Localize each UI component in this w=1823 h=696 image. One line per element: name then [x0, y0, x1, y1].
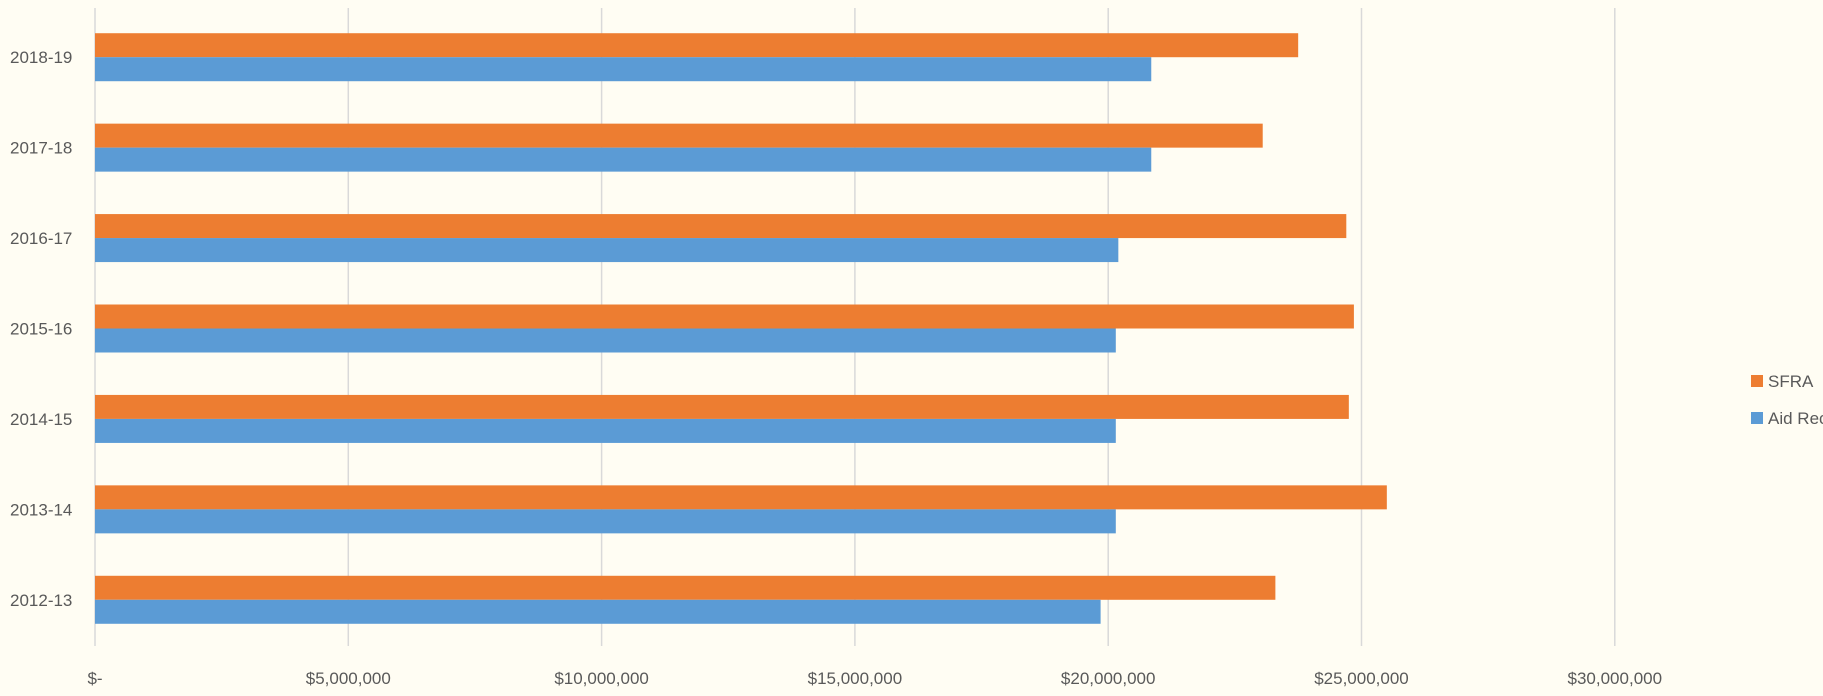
x-tick-label: $20,000,000	[1061, 669, 1156, 688]
y-category-label: 2017-18	[10, 139, 72, 158]
y-category-label: 2012-13	[10, 591, 72, 610]
bar-sfra-2018-19	[95, 33, 1299, 58]
bar-aid-received-2012-13	[95, 599, 1101, 624]
bar-sfra-2016-17	[95, 214, 1347, 239]
legend-item-sfra[interactable]: SFRA	[1751, 372, 1814, 391]
bar-sfra-2012-13	[95, 575, 1276, 600]
bar-aid-received-2017-18	[95, 147, 1152, 172]
bar-sfra-2013-14	[95, 485, 1387, 510]
bars	[95, 33, 1387, 624]
legend-swatch	[1751, 375, 1763, 387]
y-category-label: 2016-17	[10, 229, 72, 248]
legend[interactable]: SFRA Aid Received	[1751, 372, 1823, 428]
x-tick-label: $5,000,000	[306, 669, 391, 688]
legend-item-aid-received[interactable]: Aid Received	[1751, 409, 1823, 428]
x-tick-label: $25,000,000	[1314, 669, 1409, 688]
bar-aid-received-2014-15	[95, 418, 1116, 443]
bar-aid-received-2013-14	[95, 509, 1116, 534]
x-tick-label: $-	[87, 669, 102, 688]
x-tick-label: $15,000,000	[808, 669, 903, 688]
bar-aid-received-2015-16	[95, 328, 1116, 353]
bar-aid-received-2018-19	[95, 57, 1152, 82]
bar-sfra-2017-18	[95, 123, 1263, 148]
bar-sfra-2015-16	[95, 304, 1354, 329]
y-category-label: 2018-19	[10, 48, 72, 67]
x-tick-label: $30,000,000	[1568, 669, 1663, 688]
bar-sfra-2014-15	[95, 394, 1349, 419]
legend-swatch	[1751, 412, 1763, 424]
legend-label: Aid Received	[1768, 409, 1823, 428]
y-category-label: 2015-16	[10, 320, 72, 339]
y-category-label: 2014-15	[10, 410, 72, 429]
legend-label: SFRA	[1768, 372, 1814, 391]
bar-aid-received-2016-17	[95, 238, 1119, 263]
y-category-label: 2013-14	[10, 500, 72, 519]
axes: $- $5,000,000 $10,000,000 $15,000,000 $20,00…	[10, 48, 1662, 688]
x-tick-label: $10,000,000	[554, 669, 649, 688]
